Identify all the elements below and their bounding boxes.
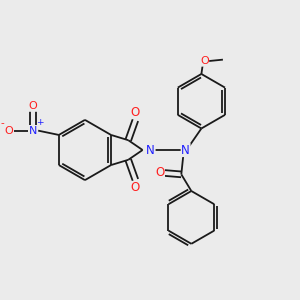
Text: O: O xyxy=(131,106,140,118)
Text: O: O xyxy=(200,56,208,66)
Text: O: O xyxy=(4,126,13,136)
Text: O: O xyxy=(131,182,140,194)
Text: N: N xyxy=(181,143,190,157)
Text: N: N xyxy=(29,126,37,136)
Text: O: O xyxy=(29,101,38,111)
Text: O: O xyxy=(155,167,164,179)
Text: -: - xyxy=(1,118,4,128)
Text: +: + xyxy=(36,118,43,127)
Text: N: N xyxy=(146,143,155,157)
